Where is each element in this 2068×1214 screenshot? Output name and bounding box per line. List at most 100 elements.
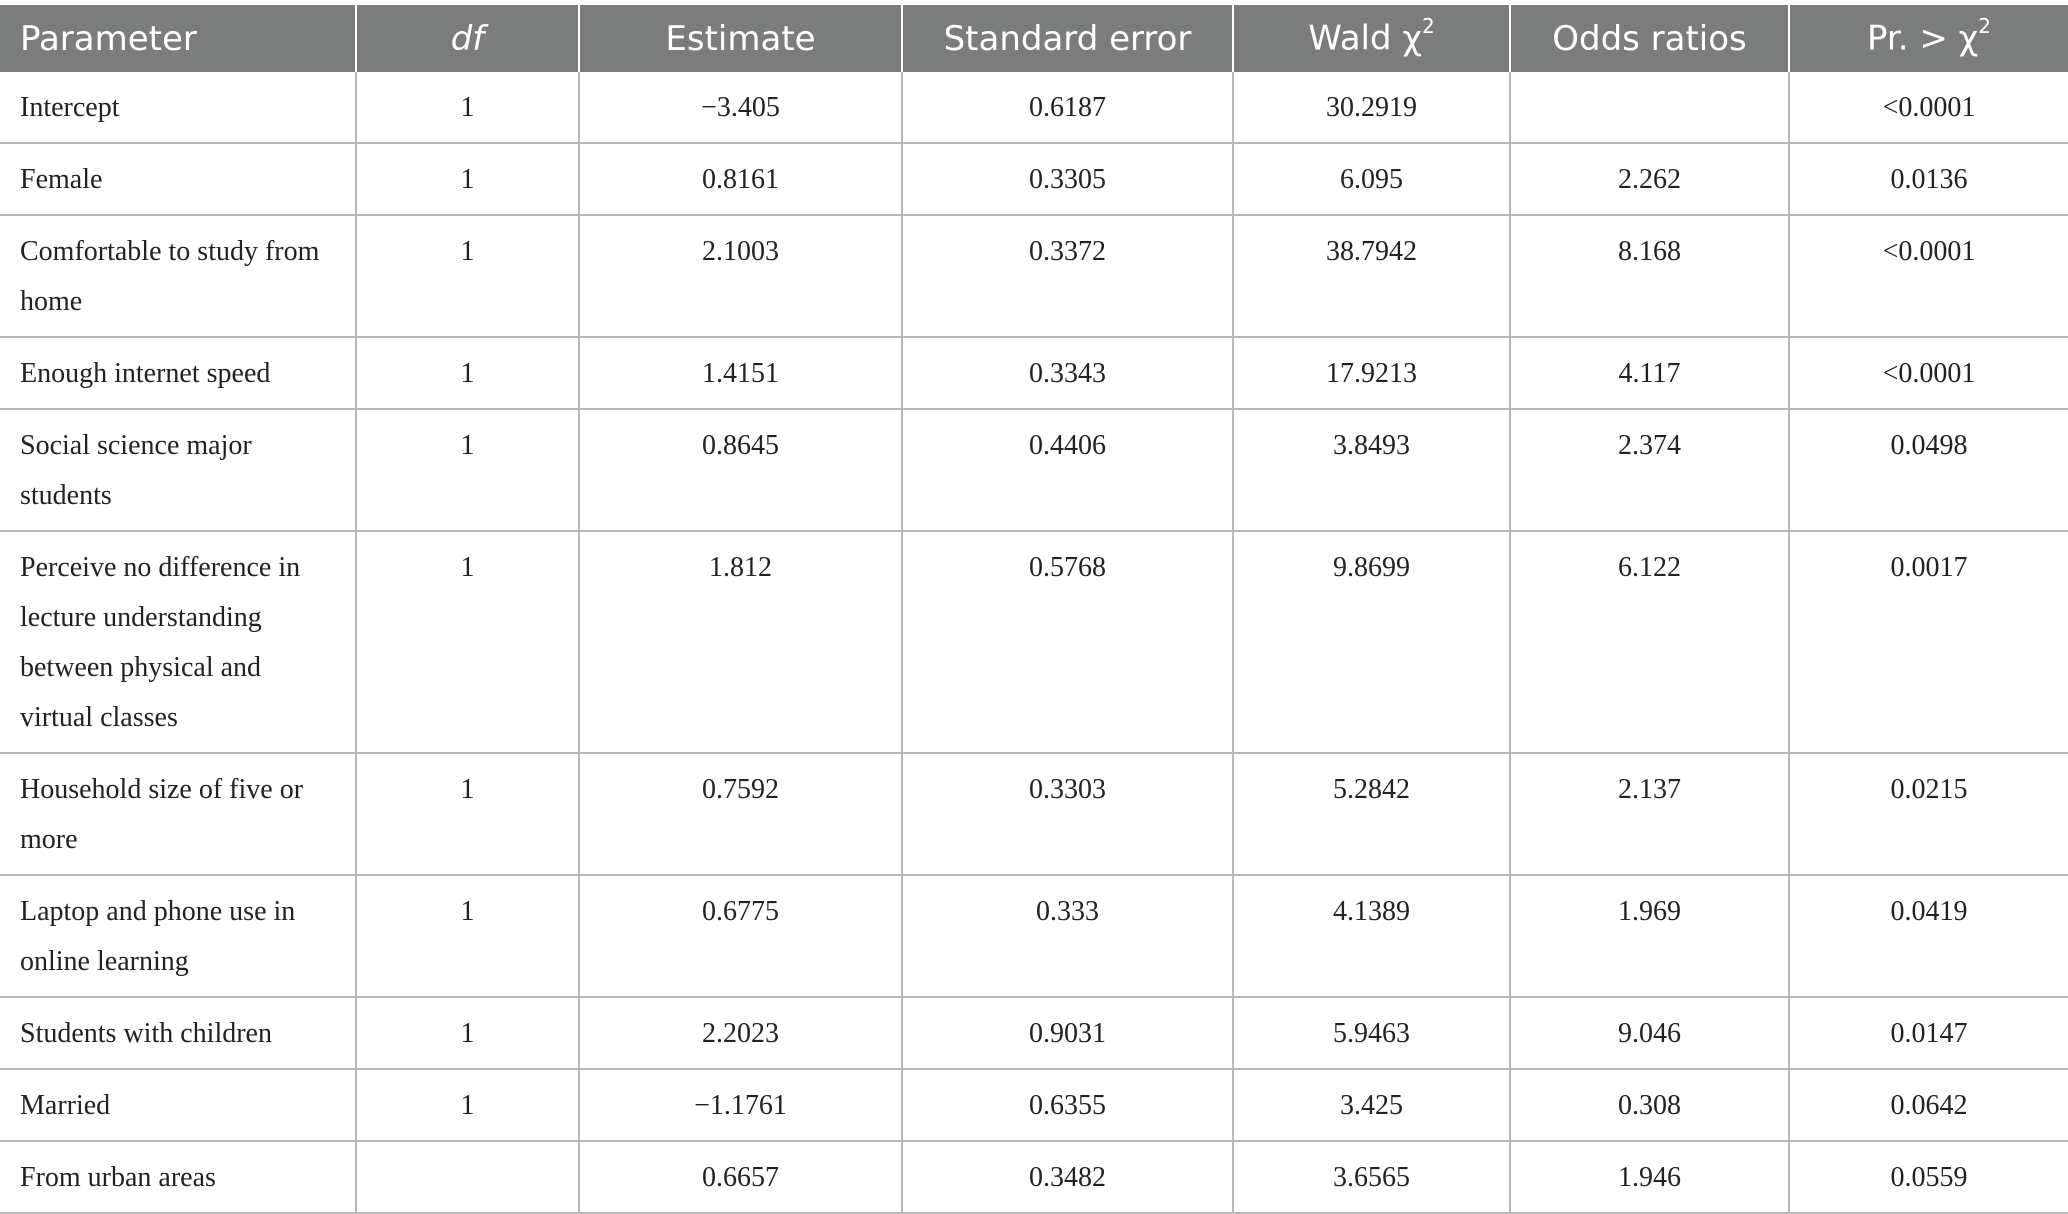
cell-p-value: 0.0017 bbox=[1789, 531, 2068, 754]
cell-wald-chi-square: 17.9213 bbox=[1233, 337, 1511, 410]
cell-df: 1 bbox=[356, 337, 580, 410]
cell-wald-chi-square: 6.095 bbox=[1233, 143, 1511, 216]
table-row: Household size of five or more 1 0.7592 0.3… bbox=[0, 753, 2068, 876]
cell-parameter: Social science major students bbox=[0, 409, 357, 532]
cell-wald-chi-square: 5.9463 bbox=[1233, 997, 1511, 1070]
header-wald-superscript: 2 bbox=[1422, 14, 1435, 39]
cell-estimate: −1.1761 bbox=[579, 1069, 903, 1142]
cell-odds-ratio: 1.946 bbox=[1510, 1141, 1790, 1214]
table-row: Comfortable to study from home 1 2.1003 0.3… bbox=[0, 215, 2068, 338]
table-body: Intercept 1 −3.405 0.6187 30.2919 <0.0001 Fema… bbox=[0, 72, 2068, 1214]
cell-wald-chi-square: 3.425 bbox=[1233, 1069, 1511, 1142]
table-row: Perceive no difference in lecture unders… bbox=[0, 531, 2068, 754]
cell-odds-ratio: 1.969 bbox=[1510, 875, 1790, 998]
header-estimate: Estimate bbox=[579, 5, 903, 72]
cell-p-value: 0.0419 bbox=[1789, 875, 2068, 998]
header-p-superscript: 2 bbox=[1978, 14, 1992, 39]
cell-standard-error: 0.3305 bbox=[902, 143, 1234, 216]
cell-standard-error: 0.6187 bbox=[902, 72, 1234, 144]
header-p-value: Pr. > χ2 bbox=[1789, 5, 2068, 72]
cell-odds-ratio: 4.117 bbox=[1510, 337, 1790, 410]
cell-p-value: <0.0001 bbox=[1789, 72, 2068, 144]
cell-df: 1 bbox=[356, 875, 580, 998]
cell-standard-error: 0.3372 bbox=[902, 215, 1234, 338]
cell-df: 1 bbox=[356, 753, 580, 876]
cell-df: 1 bbox=[356, 72, 580, 144]
cell-standard-error: 0.333 bbox=[902, 875, 1234, 998]
cell-odds-ratio: 8.168 bbox=[1510, 215, 1790, 338]
cell-parameter: Perceive no difference in lecture unders… bbox=[0, 531, 357, 754]
table-row: Social science major students 1 0.8645 0.44… bbox=[0, 409, 2068, 532]
cell-standard-error: 0.3482 bbox=[902, 1141, 1234, 1214]
table-row: Laptop and phone use in online learning 1… bbox=[0, 875, 2068, 998]
table-header: Parameter df Estimate Standard error Wal… bbox=[0, 5, 2068, 72]
cell-odds-ratio: 9.046 bbox=[1510, 997, 1790, 1070]
cell-p-value: 0.0215 bbox=[1789, 753, 2068, 876]
cell-standard-error: 0.3343 bbox=[902, 337, 1234, 410]
cell-estimate: 2.1003 bbox=[579, 215, 903, 338]
cell-standard-error: 0.4406 bbox=[902, 409, 1234, 532]
cell-parameter: Comfortable to study from home bbox=[0, 215, 357, 338]
regression-table: Parameter df Estimate Standard error Wal… bbox=[0, 5, 2068, 1214]
header-df: df bbox=[356, 5, 580, 72]
cell-odds-ratio bbox=[1510, 72, 1790, 144]
cell-df: 1 bbox=[356, 1069, 580, 1142]
table-row: Intercept 1 −3.405 0.6187 30.2919 <0.0001 bbox=[0, 72, 2068, 144]
cell-standard-error: 0.3303 bbox=[902, 753, 1234, 876]
cell-estimate: −3.405 bbox=[579, 72, 903, 144]
cell-p-value: 0.0147 bbox=[1789, 997, 2068, 1070]
cell-parameter: Enough internet speed bbox=[0, 337, 357, 410]
cell-estimate: 2.2023 bbox=[579, 997, 903, 1070]
cell-p-value: 0.0559 bbox=[1789, 1141, 2068, 1214]
cell-parameter: Female bbox=[0, 143, 357, 216]
cell-estimate: 1.4151 bbox=[579, 337, 903, 410]
cell-estimate: 0.8161 bbox=[579, 143, 903, 216]
cell-df: 1 bbox=[356, 215, 580, 338]
cell-parameter: Intercept bbox=[0, 72, 357, 144]
cell-estimate: 1.812 bbox=[579, 531, 903, 754]
cell-df: 1 bbox=[356, 143, 580, 216]
cell-p-value: 0.0498 bbox=[1789, 409, 2068, 532]
cell-wald-chi-square: 38.7942 bbox=[1233, 215, 1511, 338]
cell-odds-ratio: 6.122 bbox=[1510, 531, 1790, 754]
cell-wald-chi-square: 30.2919 bbox=[1233, 72, 1511, 144]
cell-wald-chi-square: 9.8699 bbox=[1233, 531, 1511, 754]
cell-wald-chi-square: 5.2842 bbox=[1233, 753, 1511, 876]
cell-estimate: 0.7592 bbox=[579, 753, 903, 876]
table-row: Female 1 0.8161 0.3305 6.095 2.262 0.0136 bbox=[0, 143, 2068, 216]
cell-parameter: From urban areas bbox=[0, 1141, 357, 1214]
header-parameter: Parameter bbox=[0, 5, 357, 72]
table-row: Enough internet speed 1 1.4151 0.3343 17.921… bbox=[0, 337, 2068, 410]
cell-odds-ratio: 0.308 bbox=[1510, 1069, 1790, 1142]
cell-parameter: Laptop and phone use in online learning bbox=[0, 875, 357, 998]
cell-df: 1 bbox=[356, 409, 580, 532]
cell-p-value: <0.0001 bbox=[1789, 337, 2068, 410]
cell-odds-ratio: 2.374 bbox=[1510, 409, 1790, 532]
header-odds-ratios: Odds ratios bbox=[1510, 5, 1790, 72]
table-row: From urban areas 0.6657 0.3482 3.6565 1.946 0… bbox=[0, 1141, 2068, 1214]
cell-standard-error: 0.9031 bbox=[902, 997, 1234, 1070]
table-row: Married 1 −1.1761 0.6355 3.425 0.308 0.0642 bbox=[0, 1069, 2068, 1142]
cell-p-value: <0.0001 bbox=[1789, 215, 2068, 338]
cell-df bbox=[356, 1141, 580, 1214]
cell-p-value: 0.0136 bbox=[1789, 143, 2068, 216]
header-p-label: Pr. > χ bbox=[1866, 18, 1979, 59]
cell-wald-chi-square: 4.1389 bbox=[1233, 875, 1511, 998]
cell-p-value: 0.0642 bbox=[1789, 1069, 2068, 1142]
cell-df: 1 bbox=[356, 531, 580, 754]
cell-standard-error: 0.5768 bbox=[902, 531, 1234, 754]
cell-parameter: Students with children bbox=[0, 997, 357, 1070]
cell-standard-error: 0.6355 bbox=[902, 1069, 1234, 1142]
cell-estimate: 0.6657 bbox=[579, 1141, 903, 1214]
cell-parameter: Household size of five or more bbox=[0, 753, 357, 876]
cell-wald-chi-square: 3.8493 bbox=[1233, 409, 1511, 532]
regression-table-container: Parameter df Estimate Standard error Wal… bbox=[0, 5, 2068, 1214]
cell-estimate: 0.6775 bbox=[579, 875, 903, 998]
header-standard-error: Standard error bbox=[902, 5, 1234, 72]
cell-odds-ratio: 2.137 bbox=[1510, 753, 1790, 876]
cell-parameter: Married bbox=[0, 1069, 357, 1142]
cell-wald-chi-square: 3.6565 bbox=[1233, 1141, 1511, 1214]
cell-df: 1 bbox=[356, 997, 580, 1070]
header-row: Parameter df Estimate Standard error Wal… bbox=[0, 5, 2068, 72]
cell-estimate: 0.8645 bbox=[579, 409, 903, 532]
